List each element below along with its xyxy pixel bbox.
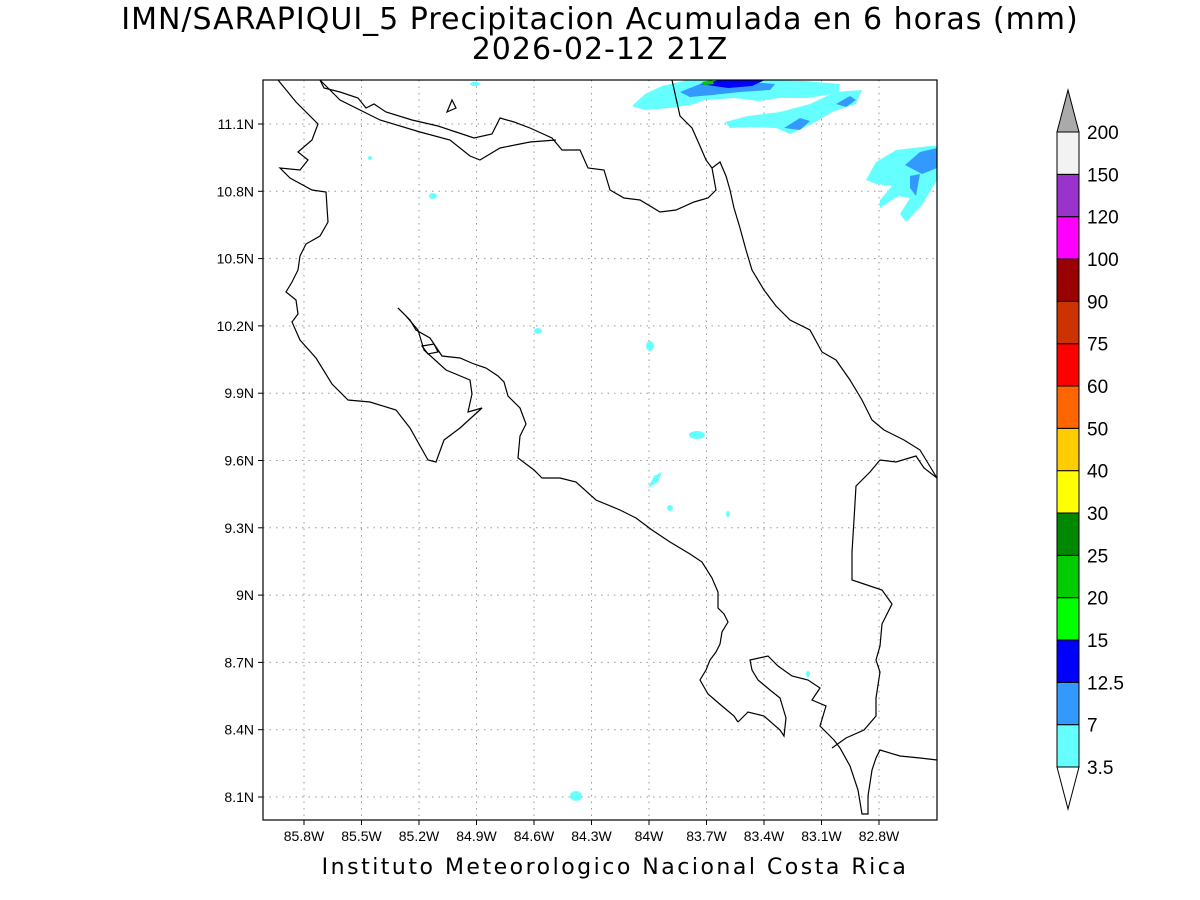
lat-tick-label: 11.1N (218, 116, 254, 132)
map-datetime: 2026-02-12 21Z (471, 32, 729, 67)
map-footer: Instituto Meteorologico Nacional Costa R… (321, 855, 909, 880)
precipitation-layer (368, 80, 937, 801)
colorbar-swatch (1056, 512, 1080, 556)
border-line (671, 79, 713, 169)
lon-tick-label: 84.6W (514, 828, 555, 844)
precip-patch (646, 341, 654, 351)
colorbar-label: 25 (1087, 546, 1108, 567)
colorbar-label: 75 (1087, 335, 1108, 356)
precip-patch (784, 118, 810, 130)
colorbar-label: 100 (1087, 250, 1119, 271)
coastline (420, 343, 439, 355)
colorbar-swatch (1056, 639, 1080, 683)
precip-patch (470, 82, 480, 86)
lon-tick-label: 83.7W (686, 828, 727, 844)
border-line (319, 79, 557, 161)
precip-patch (632, 80, 840, 110)
lat-tick-label: 10.8N (217, 183, 254, 199)
precip-patch (905, 148, 937, 174)
precip-patch (570, 791, 582, 801)
colorbar-label: 150 (1087, 165, 1119, 186)
lat-tick-label: 9.9N (224, 385, 254, 401)
lat-tick-label: 9N (236, 587, 254, 603)
map-grid (263, 80, 937, 820)
coastline (277, 79, 483, 463)
lat-tick-label: 8.4N (224, 722, 254, 738)
colorbar-label: 30 (1087, 504, 1108, 525)
colorbar-swatch (1056, 470, 1080, 514)
precip-patch (429, 193, 437, 199)
colorbar-label: 3.5 (1087, 758, 1113, 779)
lon-tick-label: 84.3W (571, 828, 612, 844)
precip-patch (368, 156, 372, 160)
lon-tick-label: 82.8W (859, 828, 900, 844)
colorbar-label: 120 (1087, 208, 1119, 229)
colorbar-swatch (1056, 385, 1080, 429)
coastline (831, 455, 938, 749)
colorbar-swatch (1056, 173, 1080, 218)
lat-tick-label: 10.5N (217, 251, 254, 267)
colorbar-swatch (1056, 427, 1080, 472)
coastline (737, 655, 938, 815)
colorbar-label: 60 (1087, 377, 1108, 398)
lon-tick-label: 85.2W (399, 828, 440, 844)
precip-patch (667, 505, 673, 511)
colorbar-swatch (1056, 554, 1080, 599)
coastline (445, 98, 457, 114)
colorbar-swatch (1056, 597, 1080, 641)
lon-tick-label: 85.8W (284, 828, 325, 844)
coastline (319, 79, 938, 479)
colorbar-swatch (1056, 681, 1080, 726)
precip-patch (726, 511, 730, 517)
colorbar-swatch (1056, 216, 1080, 260)
precip-patch (700, 80, 765, 88)
lon-tick-label: 84.9W (456, 828, 497, 844)
colorbar-label: 90 (1087, 292, 1108, 313)
lon-tick-label: 83.1W (801, 828, 842, 844)
colorbar-label: 20 (1087, 589, 1108, 610)
lat-tick-label: 9.3N (224, 520, 254, 536)
colorbar-lower-triangle (1056, 766, 1080, 811)
precip-patch (806, 671, 810, 677)
map-title: IMN/SARAPIQUI_5 Precipitacion Acumulada … (121, 2, 1079, 37)
lat-tick-label: 10.2N (217, 318, 254, 334)
lon-tick-label: 85.5W (341, 828, 382, 844)
colorbar-upper-triangle (1056, 88, 1080, 133)
lon-tick-label: 83.4W (744, 828, 785, 844)
precip-patch (702, 80, 714, 85)
coastline-layer (277, 79, 938, 815)
colorbar-swatch (1056, 300, 1080, 345)
colorbar-label: 50 (1087, 419, 1108, 440)
map-frame (262, 79, 938, 821)
precip-patch (534, 328, 542, 334)
colorbar-swatch (1056, 131, 1080, 175)
lat-tick-label: 8.7N (224, 654, 254, 670)
colorbar-label: 200 (1087, 123, 1119, 144)
precip-patch (689, 431, 705, 439)
precip-patch (836, 96, 856, 107)
colorbar-swatch (1056, 343, 1080, 387)
coastline (397, 307, 739, 723)
colorbar-swatch (1056, 258, 1080, 302)
colorbar-label: 7 (1087, 716, 1098, 737)
colorbar-swatch (1056, 724, 1080, 768)
lon-tick-label: 84W (635, 828, 665, 844)
colorbar: 3.5 7 12.5 15 20 25 30 40 50 60 75 90 100 120 150 200 (1056, 88, 1124, 811)
colorbar-label: 12.5 (1087, 673, 1124, 694)
precip-patch (910, 174, 920, 196)
colorbar-label: 15 (1087, 631, 1108, 652)
map-axes: 11.1N 10.8N 10.5N 10.2N 9.9N 9.6N 9.3N 9N 8.7N 8.… (217, 116, 900, 844)
precip-patch (648, 472, 662, 488)
precip-patch (725, 90, 862, 134)
lat-tick-label: 8.1N (224, 789, 254, 805)
colorbar-label: 40 (1087, 462, 1108, 483)
lat-tick-label: 9.6N (224, 453, 254, 469)
